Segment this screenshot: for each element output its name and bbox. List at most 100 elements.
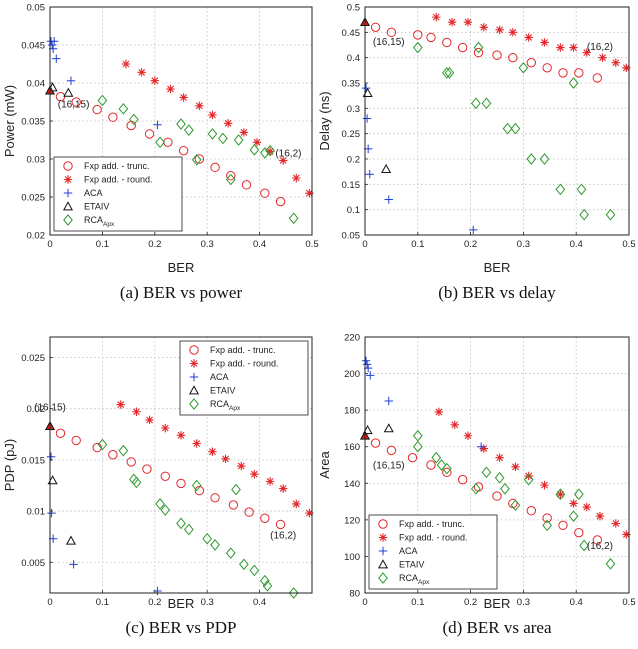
etaiv-point: [383, 423, 394, 433]
rca-point: [539, 153, 550, 165]
fxp_round-point: [569, 499, 578, 508]
fxp_round-point: [252, 138, 262, 147]
point-annotation: (16,15): [34, 403, 66, 414]
legend-label-etaiv: ETAIV: [210, 386, 235, 396]
x-tick-label: 0.2: [148, 239, 161, 250]
fxp_round-point: [450, 420, 459, 429]
y-tick-label: 140: [344, 479, 360, 490]
rca-point: [176, 517, 186, 530]
fxp_round-point: [508, 28, 518, 37]
x-tick-label: 0.1: [411, 597, 424, 608]
rca-point: [265, 144, 275, 157]
legend-marker-rca: [378, 572, 388, 584]
legend-label-fxp_trunc: Fxp add. - trunc.: [84, 161, 150, 171]
aca-point: [384, 396, 393, 406]
rca-point: [184, 124, 194, 136]
rca-point: [155, 136, 165, 149]
fxp_round-point: [305, 189, 314, 198]
fxp_round-point: [479, 23, 488, 32]
series-markers: [359, 356, 631, 570]
rca-point: [481, 97, 492, 110]
y-tick-label: 0.02: [27, 404, 46, 415]
x-tick-label: 0.1: [96, 239, 109, 250]
legend-marker-fxp_round: [189, 359, 199, 368]
rca-point: [202, 532, 213, 545]
y-tick-label: 0.045: [21, 41, 45, 52]
rca-point: [500, 482, 510, 495]
point-annotation: (16,15): [373, 37, 405, 48]
fxp_trunc-point: [226, 171, 236, 181]
aca-point: [361, 356, 371, 365]
aca-point: [153, 120, 162, 129]
aca-point: [47, 40, 57, 50]
fxp_round-point: [221, 454, 230, 464]
rca-point: [231, 483, 241, 496]
rca-point: [526, 153, 537, 165]
rca-point: [605, 208, 616, 221]
point-annotation: (16,2): [587, 42, 613, 53]
fxp_round-point: [278, 484, 288, 493]
rca-point: [502, 122, 513, 135]
y-tick-label: 180: [344, 406, 360, 417]
rca-point: [131, 476, 142, 489]
fxp_trunc-point: [508, 52, 518, 63]
rca-point: [555, 183, 566, 196]
legend-marker-aca: [63, 188, 73, 198]
fxp_trunc-point: [473, 47, 484, 58]
fxp_trunc-point: [592, 73, 603, 83]
y-tick-label: 200: [344, 369, 360, 380]
aca-point: [46, 452, 56, 462]
aca-point: [365, 170, 374, 179]
fxp_trunc-point: [126, 457, 136, 467]
fxp_round-point: [116, 400, 125, 409]
fxp_round-point: [495, 453, 504, 462]
fxp_trunc-point: [275, 519, 286, 530]
y-axis-title: Area: [317, 451, 332, 479]
fxp_round-point: [132, 407, 141, 416]
fxp_round-point: [447, 18, 457, 27]
fxp_trunc-point: [426, 460, 436, 470]
fxp_round-point: [278, 156, 288, 165]
x-tick-label: 0.3: [201, 597, 214, 608]
y-tick-label: 0.45: [342, 28, 361, 39]
legend-label-aca: ACA: [210, 372, 229, 382]
legend-label-fxp_trunc: Fxp add. - trunc.: [399, 519, 465, 529]
point-annotation: (16,2): [270, 531, 296, 542]
fxp_trunc-point: [457, 42, 468, 53]
rca-point: [191, 479, 202, 492]
fxp_round-point: [250, 470, 259, 479]
plot-area: [365, 7, 629, 235]
etaiv-point: [65, 535, 77, 545]
chart-panel-1: 0 0.1 0.2 0.3 0.4 0.5 0.02 0.025 0.03 0.035 0.04 0.…: [2, 3, 319, 303]
rca-point: [481, 466, 492, 479]
y-tick-label: 0.02: [27, 231, 46, 242]
legend-marker-fxp_round: [378, 533, 388, 542]
rca-point: [191, 153, 202, 166]
fxp_trunc-point: [108, 450, 118, 460]
fxp_round-point: [265, 147, 275, 156]
rca-point: [573, 488, 584, 501]
rca-point: [473, 41, 484, 54]
fxp_round-point: [556, 43, 565, 52]
series-markers: [44, 400, 314, 599]
fxp_round-point: [611, 519, 620, 528]
x-axis-title: BER: [484, 260, 511, 275]
fxp_trunc-point: [574, 527, 584, 538]
subfigure-caption: (b) BER vs delay: [438, 283, 556, 302]
aca-point: [476, 442, 486, 451]
legend-marker-rca: [63, 214, 73, 226]
chart-panel-3: 0 0.1 0.2 0.3 0.4 0.005 0.01 0.015 0.02 0.025 (16,…: [2, 336, 314, 637]
legend-box: [368, 514, 498, 590]
fxp_round-point: [208, 110, 217, 120]
rca-point: [207, 128, 218, 140]
legend-label-etaiv: ETAIV: [84, 202, 109, 212]
y-tick-label: 0.3: [347, 104, 360, 115]
fxp_trunc-point: [260, 513, 270, 523]
fxp_round-point: [265, 477, 275, 486]
point-annotation: (16,2): [275, 149, 301, 160]
rca-point: [155, 498, 165, 510]
y-tick-label: 100: [344, 552, 360, 563]
rca-point: [579, 208, 589, 221]
aca-point: [153, 586, 162, 596]
rca-point: [412, 41, 423, 54]
